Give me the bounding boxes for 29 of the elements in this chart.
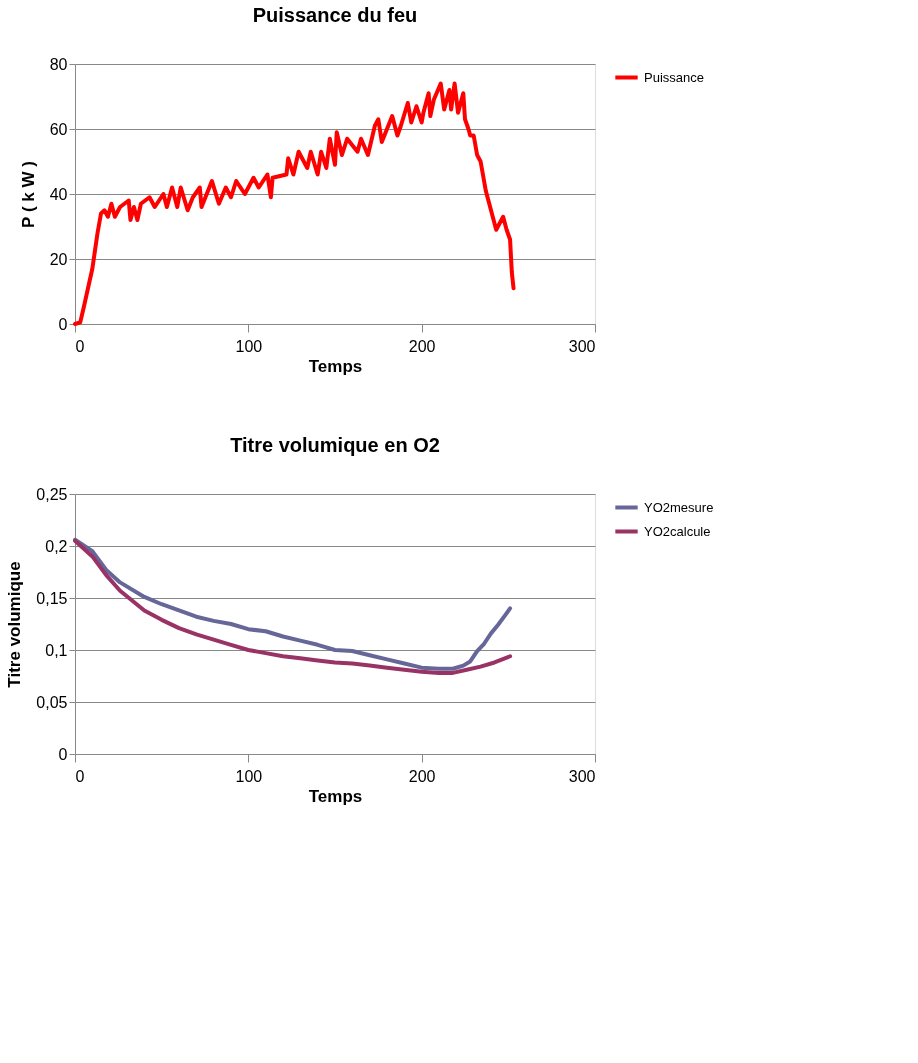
x-tick-label: 200 <box>408 767 436 785</box>
y-tick-label: 80 <box>49 55 68 73</box>
legend-label: YO2mesure <box>644 499 714 515</box>
x-tick-label: 100 <box>235 767 263 785</box>
y-tick-label: 0,1 <box>45 641 68 659</box>
x-tick-label: 300 <box>568 337 596 355</box>
chart-title: Titre volumique en O2 <box>230 434 440 456</box>
y-tick-label: 0 <box>58 745 68 763</box>
x-tick-label: 0 <box>75 337 85 355</box>
x-tick-label: 300 <box>568 767 596 785</box>
legend-label: YO2calcule <box>644 523 711 539</box>
y-axis-title: P ( k W ) <box>18 161 38 228</box>
y-tick-label: 0,05 <box>36 693 68 711</box>
y-tick-label: 0,25 <box>36 485 68 503</box>
x-tick-label: 200 <box>408 337 436 355</box>
y-tick-label: 0,15 <box>36 589 68 607</box>
line-series <box>73 81 516 326</box>
y-tick-label: 0 <box>58 315 68 333</box>
x-tick-label: 100 <box>235 337 263 355</box>
y-tick-label: 20 <box>49 250 68 268</box>
x-tick-label: 0 <box>75 767 85 785</box>
y-tick-label: 0,2 <box>45 537 68 555</box>
y-tick-label: 40 <box>49 185 68 203</box>
x-axis-title: Temps <box>308 786 363 806</box>
y-axis-title: Titre volumique <box>5 561 25 688</box>
legend-label: Puissance <box>644 69 704 85</box>
chart-title: Puissance du feu <box>252 4 418 26</box>
y-tick-label: 60 <box>49 120 68 138</box>
x-axis-title: Temps <box>308 356 363 376</box>
